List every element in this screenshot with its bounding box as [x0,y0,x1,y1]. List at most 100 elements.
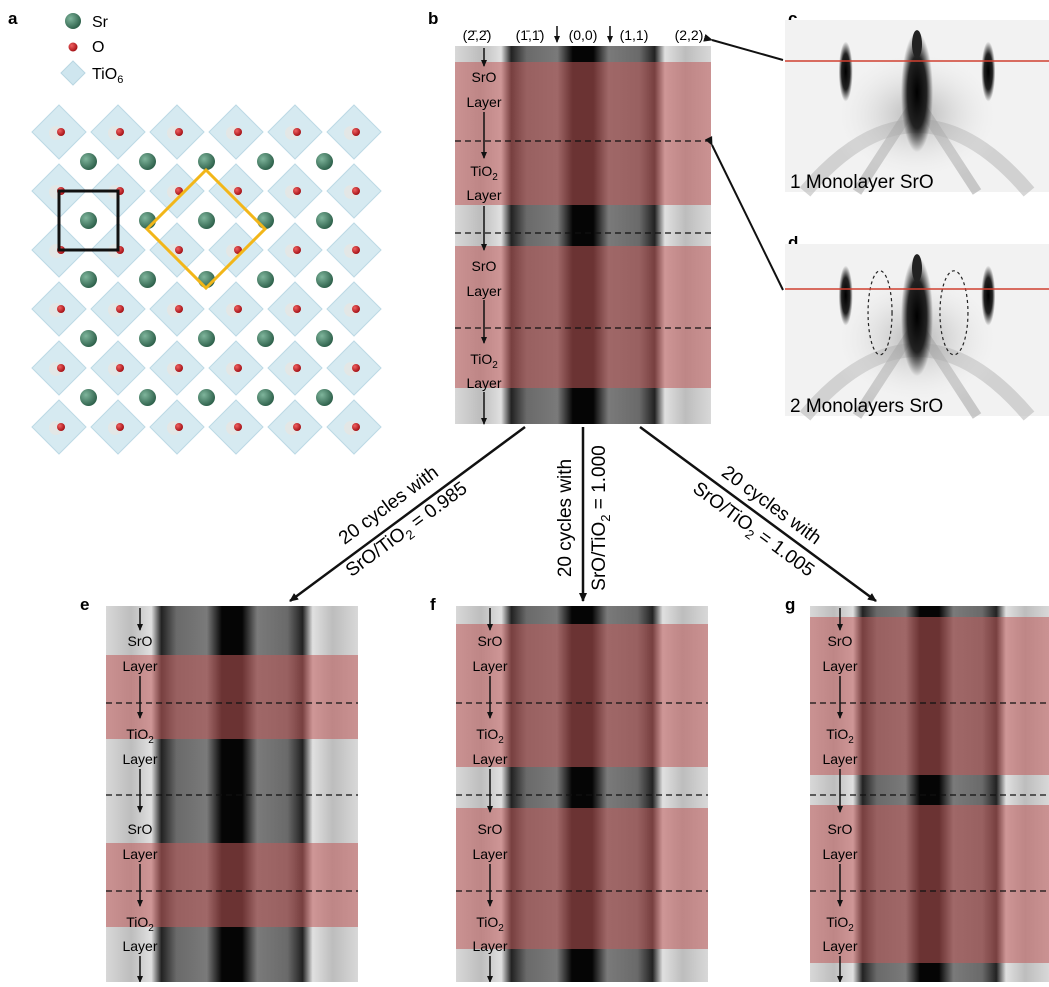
sr-atom [80,212,97,229]
crystal-lattice [32,105,381,454]
rheed-pattern-c [785,20,1049,192]
o-atom [175,364,183,372]
caption-d: 2 Monolayers SrO [790,396,943,417]
arrow-label-g: 20 cycles with SrO/TiO2 = 1.005 [687,454,836,584]
panel-d: d 2 Monolayers SrO [785,233,1049,417]
diffraction-spot [981,42,995,102]
diffraction-spot [912,254,922,282]
o-atom [175,423,183,431]
sr-atom [198,330,215,347]
layer-label: Layer [466,283,501,299]
layer-label: Layer [466,94,501,110]
o-atom [234,187,242,195]
layer-label: SrO [472,69,497,85]
sr-atom [316,212,333,229]
o-atom [116,128,124,136]
index-p11: (1,1) [620,27,649,43]
sr-atom [80,153,97,170]
o-atom [57,128,65,136]
o-atom [234,423,242,431]
sr-atom [139,271,156,288]
o-atom [57,364,65,372]
o-atom [57,423,65,431]
sr-legend-icon [65,13,81,29]
arrow-to-e [290,427,525,601]
rheed-pattern-d [785,244,1049,416]
o-atom [175,305,183,313]
panel-label-g: g [785,595,795,614]
sr-atom [316,389,333,406]
o-atom [116,423,124,431]
layer-label: Layer [122,658,157,674]
sr-atom [80,389,97,406]
index-m22: (2̄,2̄) [463,27,492,43]
layer-label: SrO [478,633,503,649]
cycle-arrows: 20 cycles with SrO/TiO2 = 0.985 20 cycle… [290,427,876,601]
o-atom [293,305,301,313]
index-p22: (2,2) [675,27,704,43]
sr-atom [257,330,274,347]
o-atom [234,364,242,372]
panel-label-f: f [430,595,436,614]
layer-label: Layer [472,658,507,674]
layer-label: Layer [822,938,857,954]
o-atom [293,128,301,136]
layer-label: SrO [828,633,853,649]
o-atom [116,305,124,313]
layer-label: Layer [822,658,857,674]
sr-atom [198,389,215,406]
layer-label: SrO [478,821,503,837]
layer-label: Layer [472,846,507,862]
sr-atom [198,153,215,170]
sr-atom [198,212,215,229]
o-atom [352,246,360,254]
layer-label: Layer [472,751,507,767]
o-atom [352,305,360,313]
diffraction-spot [839,266,853,326]
layer-label: Layer [466,375,501,391]
layer-label: Layer [122,846,157,862]
layer-label: Layer [472,938,507,954]
o-atom [293,246,301,254]
o-atom [293,187,301,195]
sr-atom [139,330,156,347]
legend: Sr O TiO6 [61,13,123,86]
layer-label: Layer [122,938,157,954]
arrow-b-to-c [712,40,783,60]
diffraction-spot [912,30,922,58]
panel-c: c 1 Monolayer SrO [785,9,1049,193]
panel-label-a: a [8,9,18,28]
layer-label: SrO [472,258,497,274]
layer-label: SrO [128,821,153,837]
sr-atom [139,153,156,170]
o-atom [352,128,360,136]
caption-c: 1 Monolayer SrO [790,172,934,193]
sr-atom [316,153,333,170]
sr-atom [257,389,274,406]
svg-text:SrO/TiO2 = 1.000: SrO/TiO2 = 1.000 [589,445,613,590]
layer-label: Layer [822,751,857,767]
o-atom [293,364,301,372]
sr-atom [316,271,333,288]
diffraction-spot [981,266,995,326]
sr-atom [257,153,274,170]
o-atom [352,187,360,195]
layer-label: SrO [828,821,853,837]
sr-atom [316,330,333,347]
legend-tio6-label: TiO6 [92,66,123,86]
panel-label-b: b [428,9,438,28]
octahedron-legend-icon [61,61,85,85]
sr-atom [139,389,156,406]
o-atom [175,246,183,254]
layer-label: SrO [128,633,153,649]
sr-atom [80,330,97,347]
arrow-b-to-d [712,145,783,290]
o-atom [57,305,65,313]
layer-label: Layer [466,187,501,203]
diffraction-spot [839,42,853,102]
arrow-label-e: 20 cycles with SrO/TiO2 = 0.985 [324,454,473,584]
o-atom [175,128,183,136]
o-atom [234,305,242,313]
panel-a: a Sr O TiO6 [8,9,381,454]
